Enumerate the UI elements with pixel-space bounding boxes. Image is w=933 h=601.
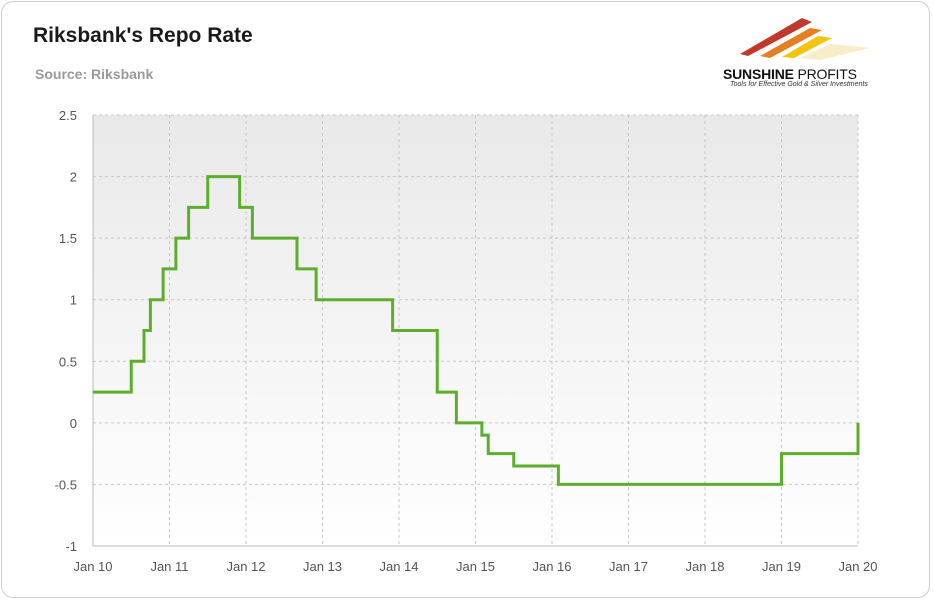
sunshine-profits-logo-icon xyxy=(740,18,870,60)
logo-ray-orange xyxy=(760,28,822,58)
chart-source: Source: Riksbank xyxy=(35,66,154,82)
x-axis: Jan 10 Jan 11 Jan 12 Jan 13 Jan 14 Jan 15 Jan … xyxy=(73,559,877,574)
logo-name-bold: SUNSHINE xyxy=(723,66,794,82)
logo-ray-light xyxy=(800,44,870,60)
y-tick-label: 0.5 xyxy=(59,354,77,369)
y-tick-label: -1 xyxy=(65,539,77,554)
plot-area xyxy=(93,115,858,546)
x-tick-label: Jan 16 xyxy=(532,559,571,574)
x-tick-label: Jan 18 xyxy=(685,559,724,574)
series-repo-rate xyxy=(93,175,860,486)
x-tick-label: Jan 10 xyxy=(73,559,112,574)
x-tick-label: Jan 11 xyxy=(150,559,188,574)
logo-ray-yellow xyxy=(782,36,832,58)
x-tick-label: Jan 13 xyxy=(303,559,342,574)
y-tick-label: 2.5 xyxy=(59,108,77,123)
logo-name: SUNSHINE PROFITS xyxy=(723,66,857,82)
x-tick-label: Jan 14 xyxy=(379,559,418,574)
logo-tagline: Tools for Effective Gold & Silver Invest… xyxy=(730,81,868,88)
y-axis: 2.5 2 1.5 1 0.5 0 -0.5 -1 xyxy=(55,108,77,554)
logo-ray-red xyxy=(740,18,812,56)
y-tick-label: 0 xyxy=(70,416,77,431)
y-tick-label: 2 xyxy=(70,170,77,185)
y-tick-label: 1.5 xyxy=(59,231,77,246)
logo-name-light: PROFITS xyxy=(797,66,857,82)
y-tick-label: 1 xyxy=(70,293,77,308)
x-tick-label: Jan 20 xyxy=(838,559,877,574)
y-tick-label: -0.5 xyxy=(55,477,77,492)
chart-title: Riksbank's Repo Rate xyxy=(33,24,253,47)
x-tick-label: Jan 19 xyxy=(762,559,801,574)
x-tick-label: Jan 12 xyxy=(226,559,265,574)
series-line xyxy=(93,175,860,486)
x-tick-label: Jan 17 xyxy=(609,559,648,574)
x-tick-label: Jan 15 xyxy=(456,559,495,574)
